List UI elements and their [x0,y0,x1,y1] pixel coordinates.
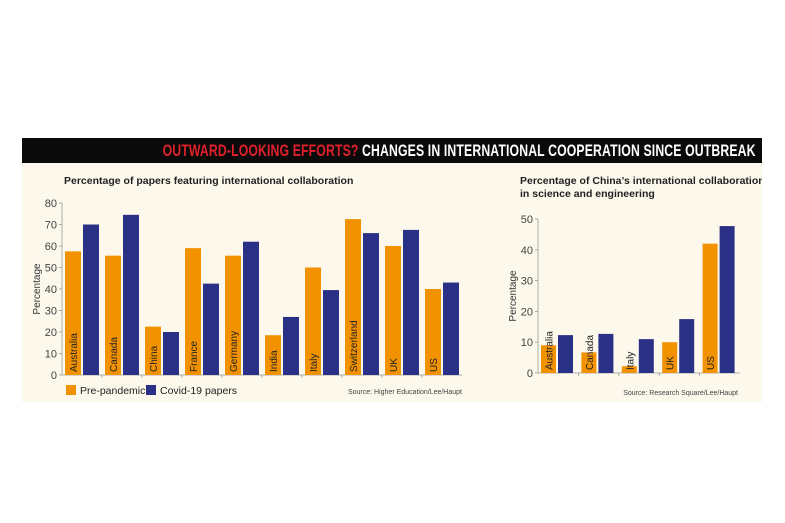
chart0-bar-switzerland-pre [345,219,361,375]
chart0-bar-india-covid [283,316,299,375]
chart0-bar-germany-covid [243,241,259,375]
chart0-bar-switzerland-covid [363,233,379,375]
chart0-category-label: Germany [229,331,240,372]
chart0-y-tick-label: 20 [45,327,57,339]
chart1-bar-us-pre [702,243,718,373]
chart1-y-tick-label: 10 [521,337,533,349]
chart0-bar-china-pre [145,326,161,375]
chart0-category-label: France [189,340,200,372]
chart1-bar-uk-covid [679,319,695,373]
chart1-y-tick-label: 30 [521,276,533,288]
chart1-bar-us-covid [719,226,735,373]
banner: OUTWARD-LOOKING EFFORTS? CHANGES IN INTE… [22,138,762,163]
chart0-y-tick-label: 40 [45,284,57,296]
chart0-bar-italy-pre [305,267,321,375]
legend-swatch-covid [146,385,156,395]
chart1-bar-canada-covid [598,333,614,373]
chart1-title: Percentage of China’s international coll… [520,175,762,187]
chart0-bar-france-covid [203,283,219,375]
chart0-bar-uk-covid [403,229,419,375]
chart0-y-label: Percentage [32,263,43,315]
chart1-category-label: Australia [545,331,556,370]
chart0-y-tick-label: 70 [45,220,57,232]
chart1-y-tick-label: 20 [521,306,533,318]
chart0-bar-uk-pre [385,246,401,375]
charts: Percentage of papers featuring internati… [32,175,762,397]
chart1-bar-australia-pre [541,345,556,373]
chart0-y-tick-label: 60 [45,241,57,253]
chart1-bar-italy-pre [621,366,637,373]
chart0-source: Source: Higher Education/Lee/Haupt [348,389,462,396]
banner-title: OUTWARD-LOOKING EFFORTS? CHANGES IN INTE… [163,141,756,161]
chart0-y-tick-label: 0 [51,370,57,382]
chart0-y-tick-label: 10 [45,349,57,361]
chart0-bar-italy-covid [323,290,339,375]
chart0-bar-germany-pre [225,255,241,375]
infographic: OUTWARD-LOOKING EFFORTS? CHANGES IN INTE… [22,138,762,402]
chart0-bar-australia-pre [65,251,81,375]
chart0-bar-india-pre [265,335,281,375]
chart0-title: Percentage of papers featuring internati… [64,175,353,187]
banner-highlight: OUTWARD-LOOKING EFFORTS? [162,141,359,160]
chart1-bar-australia-covid [558,335,573,373]
legend-label-pre: Pre-pandemic [80,385,145,397]
chart1-category-label: US [706,356,717,370]
chart0-bar-china-covid [163,332,179,375]
chart1-category-label: UK [666,356,677,370]
chart0-bar-us-covid [443,282,459,375]
chart1-source: Source: Research Square/Lee/Haupt [623,390,738,397]
chart0-y-tick-label: 50 [45,263,57,275]
chart1-category-label: Canada [585,335,596,370]
chart0-y-tick-label: 30 [45,306,57,318]
chart0-bar-canada-covid [123,214,139,375]
chart1-category-label: Italy [625,352,636,370]
chart1-bar-italy-covid [638,339,654,373]
chart1-y-tick-label: 40 [521,245,533,257]
chart0-category-label: Italy [309,354,320,372]
legend-swatch-pre [66,385,76,395]
chart1-y-tick-label: 50 [521,214,533,226]
chart0-bar-canada-pre [105,255,121,375]
chart0-category-label: India [269,350,280,372]
chart1-bar-canada-pre [581,352,597,373]
legend-label-covid: Covid-19 papers [160,385,237,397]
chart1-title: in science and engineering [520,188,655,200]
chart0-y-tick-label: 80 [45,198,57,210]
chart0-category-label: China [149,345,160,372]
chart0-category-label: UK [389,358,400,372]
chart0-category-label: Switzerland [349,320,360,372]
chart1-bar-uk-pre [662,342,678,373]
chart1-y-label: Percentage [508,270,519,322]
chart0-category-label: Australia [69,333,80,372]
chart0-bar-australia-covid [83,224,99,375]
chart0-bar-france-pre [185,248,201,375]
chart0-category-label: US [429,358,440,372]
chart1-y-tick-label: 0 [527,368,533,380]
banner-rest: CHANGES IN INTERNATIONAL COOPERATION SIN… [358,141,756,160]
chart0-bar-us-pre [425,289,441,375]
chart0-category-label: Canada [109,337,120,372]
